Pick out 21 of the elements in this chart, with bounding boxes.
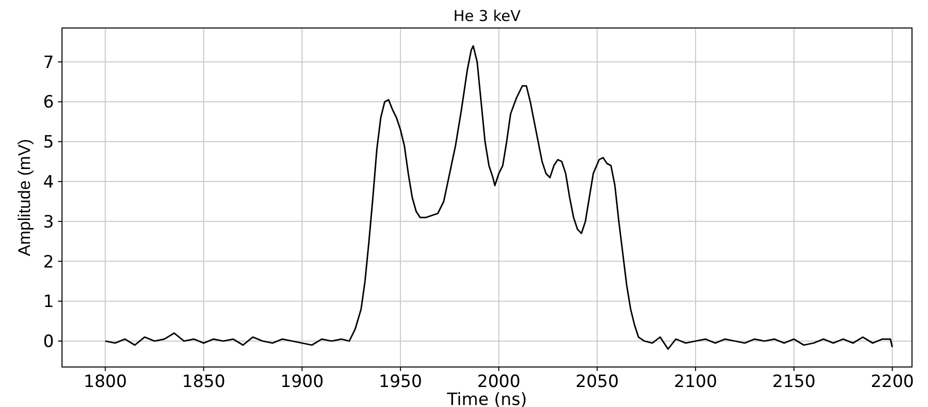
x-tick-label: 2200: [870, 372, 914, 392]
y-tick-label: 5: [43, 132, 54, 153]
y-tick-label: 3: [43, 212, 54, 232]
y-tick-label: 1: [43, 292, 54, 312]
y-tick-label: 4: [43, 172, 54, 192]
chart-title: He 3 keV: [453, 7, 522, 25]
x-tick-label: 1950: [378, 372, 422, 392]
x-tick-label: 2050: [576, 372, 619, 392]
x-tick-label: 2150: [772, 372, 816, 392]
x-tick-label: 1900: [280, 372, 324, 392]
x-tick-label: 2100: [674, 372, 718, 392]
y-axis-title: Amplitude (mV): [15, 138, 34, 256]
y-tick-label: 6: [43, 92, 54, 113]
y-tick-label: 7: [43, 52, 54, 73]
x-axis-title: Time (ns): [446, 390, 527, 407]
y-tick-label: 0: [43, 332, 54, 352]
x-tick-label: 1850: [182, 372, 226, 392]
x-tick-label: 1800: [84, 372, 127, 392]
x-tick-label: 2000: [477, 372, 520, 392]
y-tick-label: 2: [43, 252, 54, 272]
line-series: [104, 45, 894, 350]
